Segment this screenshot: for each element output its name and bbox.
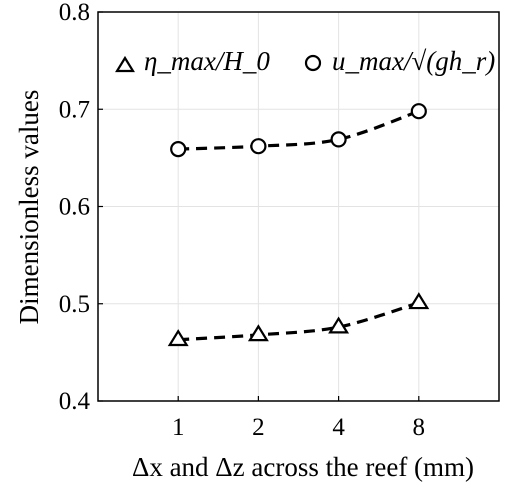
- y-tick-label: 0.8: [59, 0, 90, 26]
- x-tick-label: 2: [252, 414, 265, 441]
- legend: η_max/H_0 u_max/√(gh_r): [115, 46, 495, 76]
- y-tick-label: 0.7: [59, 96, 90, 123]
- y-tick-label: 0.5: [59, 291, 90, 318]
- data-point-triangle: [408, 292, 430, 310]
- legend-marker-triangle: [115, 55, 135, 73]
- x-tick-label: 4: [332, 414, 345, 441]
- y-tick-label: 0.6: [59, 194, 90, 221]
- series-layer: [167, 103, 430, 347]
- data-point-circle: [330, 131, 347, 148]
- y-axis-title: Dimensionless values: [14, 90, 44, 325]
- x-axis-title: Δx and Δz across the reef (mm): [132, 452, 474, 482]
- series-line-circle: [178, 109, 420, 151]
- legend-label-u: u_max/√(gh_r): [332, 46, 495, 76]
- x-tick-label: 1: [172, 414, 185, 441]
- data-point-triangle: [167, 329, 189, 347]
- data-point-triangle: [247, 324, 269, 342]
- data-point-circle: [410, 103, 427, 120]
- x-tick-label: 8: [413, 414, 426, 441]
- y-tick-label: 0.4: [59, 388, 91, 415]
- data-point-triangle: [328, 316, 350, 334]
- data-point-circle: [170, 141, 187, 158]
- tick-layer: 0.4 0.5 0.6 0.7 0.8 1 2 4 8: [59, 0, 425, 441]
- legend-marker-circle: [304, 54, 322, 72]
- series-line-triangle: [178, 301, 420, 342]
- data-point-circle: [250, 138, 267, 155]
- legend-label-eta: η_max/H_0: [144, 46, 270, 76]
